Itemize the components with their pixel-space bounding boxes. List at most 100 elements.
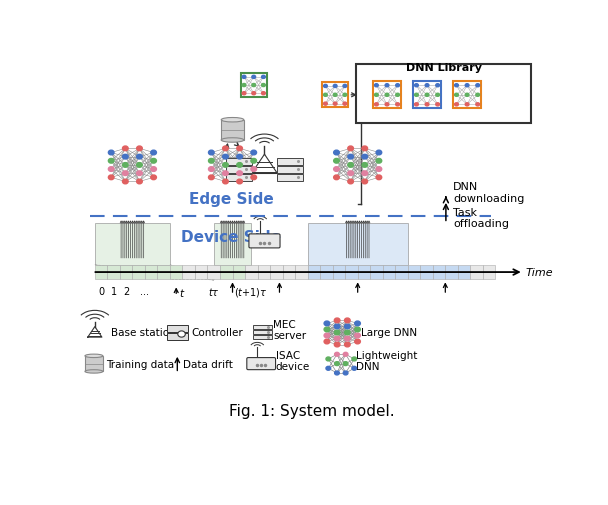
Bar (226, 159, 252, 166)
Circle shape (223, 172, 228, 176)
Bar (395, 265, 408, 280)
Circle shape (465, 84, 469, 88)
Bar (373, 82, 401, 109)
Circle shape (376, 159, 382, 164)
Ellipse shape (85, 355, 103, 358)
Bar (85, 356, 103, 372)
Circle shape (137, 180, 142, 184)
Bar (220, 265, 232, 280)
Bar (221, 121, 244, 141)
Circle shape (108, 151, 114, 156)
Circle shape (344, 352, 348, 357)
Bar (308, 224, 408, 265)
Circle shape (151, 176, 156, 180)
Circle shape (324, 327, 330, 332)
Bar (195, 265, 207, 280)
Circle shape (261, 92, 265, 95)
Bar (320, 265, 333, 280)
Circle shape (345, 330, 350, 335)
Circle shape (396, 104, 399, 107)
Circle shape (137, 172, 142, 176)
Bar (483, 265, 496, 280)
Circle shape (209, 176, 214, 180)
Ellipse shape (221, 118, 244, 123)
Text: $t\tau$: $t\tau$ (208, 286, 219, 298)
Circle shape (348, 163, 353, 168)
Circle shape (344, 362, 348, 366)
Circle shape (122, 163, 128, 168)
Circle shape (323, 85, 327, 88)
Circle shape (352, 367, 357, 371)
Bar (433, 265, 445, 280)
Circle shape (362, 172, 368, 176)
Circle shape (178, 331, 185, 337)
Circle shape (376, 151, 382, 156)
Bar (253, 335, 272, 340)
Bar (95, 224, 170, 265)
Circle shape (354, 339, 361, 344)
Circle shape (122, 172, 128, 176)
Circle shape (251, 159, 257, 164)
Text: ...: ... (140, 287, 150, 297)
Circle shape (334, 324, 340, 329)
Circle shape (396, 84, 399, 88)
Circle shape (223, 147, 228, 152)
Text: MEC
server: MEC server (273, 319, 306, 340)
Circle shape (352, 358, 357, 361)
Circle shape (108, 167, 114, 172)
Circle shape (122, 180, 128, 184)
Bar (182, 265, 195, 280)
Text: Device Side: Device Side (182, 230, 282, 245)
Bar (295, 265, 308, 280)
Circle shape (425, 84, 429, 88)
Bar (283, 265, 295, 280)
Circle shape (326, 367, 331, 371)
Circle shape (326, 358, 331, 361)
Circle shape (415, 94, 418, 97)
Circle shape (122, 147, 128, 152)
Circle shape (415, 84, 418, 88)
Circle shape (455, 84, 458, 88)
Circle shape (425, 104, 429, 107)
Circle shape (455, 94, 458, 97)
Bar (382, 265, 395, 280)
Circle shape (137, 147, 142, 152)
Circle shape (348, 155, 353, 160)
Circle shape (343, 103, 347, 106)
Circle shape (362, 163, 368, 168)
Bar (226, 174, 252, 181)
Circle shape (436, 94, 440, 97)
Circle shape (137, 163, 142, 168)
Bar (245, 265, 258, 280)
Circle shape (385, 104, 389, 107)
Circle shape (151, 159, 156, 164)
Text: Task
offloading: Task offloading (453, 208, 509, 229)
Circle shape (425, 94, 429, 97)
Bar (214, 224, 251, 265)
Circle shape (344, 371, 348, 375)
FancyBboxPatch shape (247, 358, 275, 370)
Bar (370, 265, 382, 280)
Circle shape (323, 94, 327, 97)
FancyBboxPatch shape (249, 234, 280, 248)
Circle shape (376, 176, 382, 180)
Circle shape (108, 176, 114, 180)
Circle shape (237, 163, 243, 168)
Circle shape (455, 104, 458, 107)
Circle shape (348, 180, 353, 184)
Circle shape (242, 84, 246, 87)
Circle shape (436, 84, 440, 88)
Circle shape (333, 103, 337, 106)
Circle shape (436, 104, 440, 107)
Circle shape (334, 336, 340, 341)
Bar (358, 265, 370, 280)
Circle shape (108, 159, 114, 164)
Circle shape (375, 94, 378, 97)
Text: $t$: $t$ (179, 287, 185, 299)
Bar (458, 265, 471, 280)
Circle shape (334, 176, 339, 180)
Text: Fig. 1: System model.: Fig. 1: System model. (229, 403, 395, 418)
Bar (145, 265, 157, 280)
Circle shape (242, 92, 246, 95)
Circle shape (334, 371, 339, 375)
